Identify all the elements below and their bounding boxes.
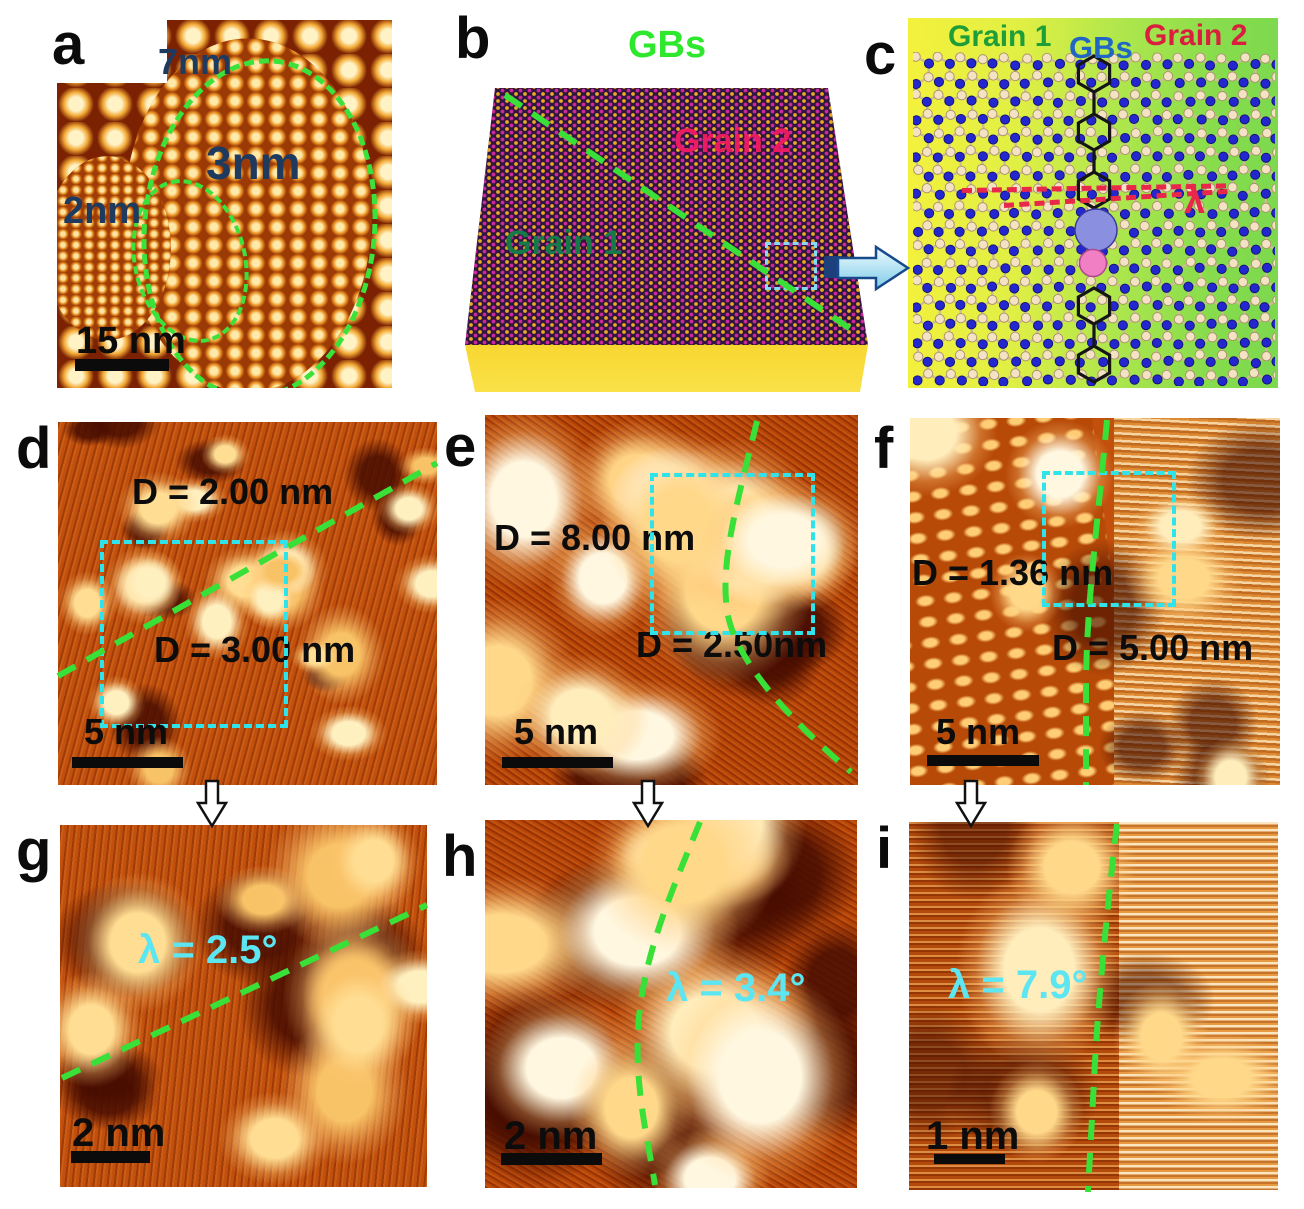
panel-c-label: c: [864, 22, 897, 87]
atomic-lattice-diagram: [913, 52, 1275, 386]
scalebar-h: [501, 1153, 602, 1165]
grain2-label-b: Grain 2: [674, 122, 792, 160]
zoom-arrow-f-to-i: [954, 779, 988, 829]
panel-b-label: b: [455, 6, 491, 71]
scalebar-e-text: 5 nm: [514, 711, 599, 752]
gbs-label-c: GBs: [1069, 30, 1133, 65]
stm-image-a: [57, 20, 392, 388]
scalebar-h-text: 2 nm: [504, 1114, 598, 1158]
panel-e-label: e: [444, 414, 477, 479]
slab-front-face: [465, 345, 868, 392]
twist-angle-label-h: λ = 3.4°: [666, 966, 806, 1010]
panel-d-label: d: [16, 416, 52, 481]
scalebar-d: [72, 757, 183, 768]
scalebar-e: [502, 757, 613, 768]
domain-size-right-f: D = 5.00 nm: [1052, 627, 1254, 668]
gbs-title-b: GBs: [628, 24, 707, 66]
zoom-region-box-e: [650, 473, 815, 635]
moire-size-3nm-label: 3nm: [206, 137, 301, 189]
scalebar-d-text: 5 nm: [84, 711, 169, 752]
scalebar-g-text: 2 nm: [72, 1111, 166, 1155]
panel-h-label: h: [442, 824, 478, 889]
zoom-region-box-f: [1042, 471, 1176, 607]
panel-f-label: f: [874, 416, 894, 481]
grain2-label-c: Grain 2: [1144, 19, 1248, 52]
moire-pattern-2nm: [57, 156, 171, 341]
scalebar-a-text: 15 nm: [76, 320, 186, 362]
panel-g-label: g: [16, 818, 52, 883]
twist-angle-label-i: λ = 7.9°: [948, 963, 1088, 1007]
scalebar-f-text: 5 nm: [936, 711, 1021, 752]
lambda-symbol-c: λ: [1184, 180, 1206, 222]
moire-size-7nm-label: 7nm: [158, 41, 233, 82]
grain1-label-b: Grain 1: [505, 224, 623, 262]
twist-angle-label-g: λ = 2.5°: [138, 928, 278, 972]
grain1-label-c: Grain 1: [948, 20, 1052, 53]
domain-size-left-f: D = 1.36 nm: [912, 552, 1114, 593]
scalebar-i: [934, 1154, 1005, 1164]
domain-size-left-e: D = 8.00 nm: [494, 517, 696, 558]
scalebar-i-text: 1 nm: [926, 1114, 1020, 1158]
scalebar-f: [927, 755, 1039, 766]
label-background-notch: [57, 20, 167, 83]
zoom-region-box-d: [100, 540, 288, 728]
moire-size-2nm-label: 2nm: [63, 190, 142, 232]
panel-i-label: i: [876, 816, 893, 881]
scalebar-g: [71, 1151, 150, 1163]
domain-size-top-d: D = 2.00 nm: [132, 471, 334, 512]
zoom-region-box-b: [765, 242, 817, 290]
panel-a-label: a: [52, 12, 85, 77]
zoom-arrow-d-to-g: [195, 779, 229, 829]
scalebar-a: [75, 359, 169, 371]
